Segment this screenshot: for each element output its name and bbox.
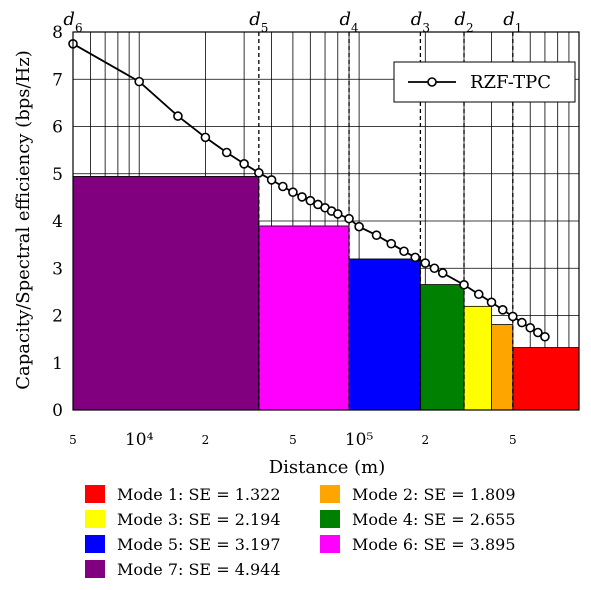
x-tick-label: 5 xyxy=(509,433,517,447)
mode-legend-item: Mode 6: SE = 3.895 xyxy=(320,534,516,554)
mode-legend-label: Mode 1: SE = 1.322 xyxy=(117,484,281,504)
x-tick-label: 2 xyxy=(421,433,429,447)
series-point xyxy=(297,192,307,202)
y-tick-label: 5 xyxy=(52,165,63,185)
x-axis-label: Distance (m) xyxy=(269,457,386,478)
series-point xyxy=(533,327,543,338)
mode-legend-item: Mode 2: SE = 1.809 xyxy=(320,484,516,504)
mode-bar xyxy=(348,258,421,411)
y-tick-label: 2 xyxy=(52,307,63,327)
chart: d6 d5 d4 d3 d2 d1 0 1 2 3 4 5 6 7 8 5 10⁴ 2 5 10⁵ 2 5 RZF-TP… xyxy=(13,9,580,478)
x-tick-label: 2 xyxy=(202,433,210,447)
mode-swatch xyxy=(320,510,340,528)
series-point xyxy=(200,132,211,143)
mode-legend-item: Mode 4: SE = 2.655 xyxy=(320,509,516,529)
mode-bar xyxy=(491,324,514,411)
series-point xyxy=(278,181,288,192)
tick-labels: 0 1 2 3 4 5 6 7 8 5 10⁴ 2 5 10⁵ 2 5 xyxy=(52,23,516,450)
legend-label: RZF-TPC xyxy=(470,72,551,93)
mode-legend-item: Mode 1: SE = 1.322 xyxy=(85,484,281,504)
series-point xyxy=(420,258,431,268)
y-tick-label: 3 xyxy=(52,259,63,279)
series-point xyxy=(410,252,421,263)
y-tick-label: 8 xyxy=(52,23,63,43)
y-axis-label: Capacity/Spectral efficiency (bps/Hz) xyxy=(13,50,34,390)
series-point xyxy=(517,317,527,328)
mode-legend-label: Mode 5: SE = 3.197 xyxy=(117,534,281,554)
plot-frame xyxy=(72,31,580,411)
mode-legend-item: Mode 7: SE = 4.944 xyxy=(85,559,281,579)
series-point xyxy=(354,221,364,232)
x-tick-label: 5 xyxy=(69,433,77,447)
mode-bar xyxy=(463,305,492,411)
series-point xyxy=(221,147,232,158)
series-line-path xyxy=(72,43,546,338)
series-point xyxy=(437,268,448,278)
mode-legend-item: Mode 3: SE = 2.194 xyxy=(85,509,281,529)
mode-swatch xyxy=(85,560,105,578)
series-point xyxy=(386,238,397,249)
x-tick-label: 10⁴ xyxy=(125,430,154,450)
threshold-label: d5 xyxy=(249,9,268,35)
mode-bar xyxy=(72,175,260,411)
series-point xyxy=(288,187,298,197)
series-point xyxy=(239,159,249,169)
series-legend: RZF-TPC xyxy=(393,61,576,103)
series-point xyxy=(486,297,497,308)
mode-legend-label: Mode 6: SE = 3.895 xyxy=(352,534,516,554)
series-line xyxy=(68,39,550,342)
mode-legend-label: Mode 3: SE = 2.194 xyxy=(117,509,281,529)
y-tick-label: 7 xyxy=(52,70,63,90)
mode-legend-item: Mode 5: SE = 3.197 xyxy=(85,534,281,554)
mode-bar xyxy=(512,347,580,411)
legend-marker xyxy=(427,77,437,87)
series-point xyxy=(344,213,354,224)
threshold-label: d6 xyxy=(63,9,82,35)
series-point xyxy=(305,195,316,206)
mode-legend: Mode 1: SE = 1.322 Mode 2: SE = 1.809 Mode… xyxy=(85,484,585,588)
series-point xyxy=(459,279,469,290)
threshold-label: d3 xyxy=(411,9,430,35)
series-point xyxy=(332,209,343,219)
mode-bars xyxy=(72,175,580,411)
mode-swatch xyxy=(85,510,105,528)
series-point xyxy=(173,111,183,121)
threshold-label: d1 xyxy=(503,9,522,35)
threshold-label: d4 xyxy=(339,9,359,35)
x-tick-label: 10⁵ xyxy=(345,430,374,450)
y-tick-label: 6 xyxy=(52,118,63,138)
mode-swatch xyxy=(320,485,340,503)
x-tick-label: 5 xyxy=(289,433,297,447)
axes xyxy=(72,31,580,411)
threshold-label: d2 xyxy=(454,9,473,35)
y-tick-label: 1 xyxy=(52,354,63,374)
series-point xyxy=(473,289,484,300)
series-point xyxy=(540,331,550,342)
mode-swatch xyxy=(85,485,105,503)
series-point xyxy=(266,175,277,185)
mode-swatch xyxy=(320,535,340,553)
legend-box xyxy=(393,61,576,103)
series-point xyxy=(399,246,409,257)
series-point xyxy=(525,322,536,333)
mode-legend-label: Mode 7: SE = 4.944 xyxy=(117,559,281,579)
y-tick-label: 4 xyxy=(52,212,63,232)
series-point xyxy=(508,311,518,322)
mode-legend-label: Mode 2: SE = 1.809 xyxy=(352,484,516,504)
mode-swatch xyxy=(85,535,105,553)
series-point xyxy=(497,305,508,315)
mode-bar xyxy=(258,225,350,411)
y-tick-label: 0 xyxy=(52,401,63,421)
series-point xyxy=(429,263,440,274)
series-point xyxy=(254,168,264,178)
series-point xyxy=(134,76,144,87)
mode-bar xyxy=(419,284,465,411)
series-point xyxy=(371,230,382,240)
mode-legend-label: Mode 4: SE = 2.655 xyxy=(352,509,516,529)
